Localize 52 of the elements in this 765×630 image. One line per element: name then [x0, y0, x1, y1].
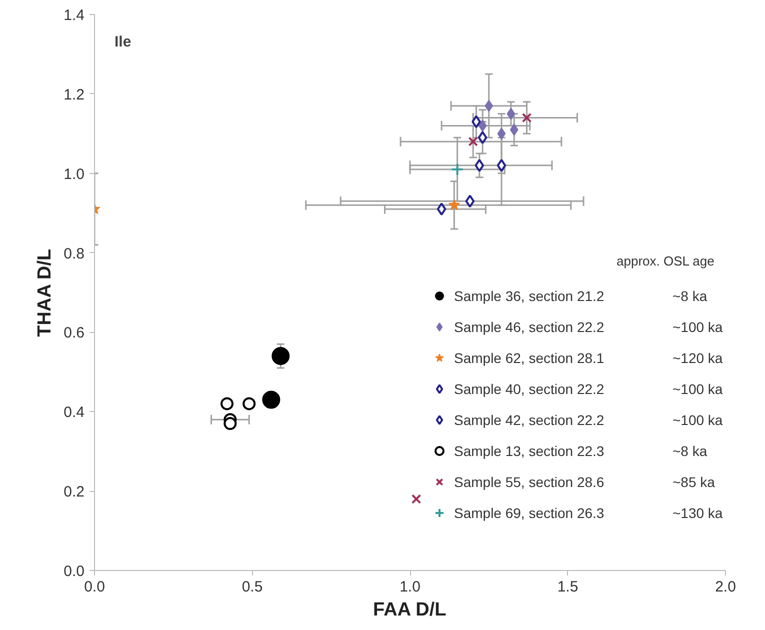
y-tick-label: 0.8	[64, 245, 85, 262]
y-tick-label: 0.4	[64, 404, 85, 422]
point	[436, 202, 446, 216]
annotation: ~100 ka	[672, 381, 723, 397]
legend-label: Sample 40, section 22.2	[454, 380, 604, 399]
point	[510, 124, 518, 136]
point	[242, 397, 256, 410]
point	[522, 112, 532, 123]
x-tick-label: 1.5	[557, 578, 578, 596]
legend-label: Sample 13, section 22.3	[454, 442, 604, 461]
annotation: ~100 ka	[672, 412, 723, 428]
point	[478, 131, 488, 144]
x-axis-title: FAA D/L	[373, 600, 447, 620]
x-tick-label: 1.0	[400, 578, 420, 596]
point	[465, 194, 475, 208]
y-tick-label: 0.6	[64, 324, 85, 342]
point	[220, 397, 234, 410]
annotation: ~100 ka	[672, 319, 723, 335]
legend-label: Sample 36, section 21.2	[454, 286, 604, 306]
x-tick-label: 0.5	[242, 578, 263, 596]
x-tick-label: 0.0	[84, 578, 105, 596]
legend-label: Sample 46, section 22.2	[454, 318, 604, 337]
point	[272, 347, 290, 366]
annotation: ~85 ka	[672, 474, 716, 490]
point	[484, 100, 494, 112]
text: Ile	[114, 34, 132, 50]
legend-label: Sample 69, section 26.3	[454, 504, 604, 523]
annotation: ~130 ka	[672, 505, 723, 521]
x-tick-label: 2.0	[715, 578, 736, 596]
y-tick-label: 1.0	[64, 166, 85, 183]
point	[411, 494, 422, 504]
point	[496, 158, 506, 172]
y-tick-label: 1.4	[64, 7, 85, 24]
y-tick-label: 1.2	[64, 86, 85, 104]
point	[468, 136, 478, 146]
y-tick-label: 0.2	[64, 484, 85, 501]
point	[224, 417, 237, 430]
point	[450, 162, 464, 176]
legend-label: Sample 55, section 28.6	[454, 472, 604, 492]
point	[497, 128, 506, 140]
legend-label: Sample 42, section 22.2	[454, 410, 604, 430]
y-axis-title: THAA D/L	[34, 248, 56, 337]
point	[474, 158, 484, 172]
point	[262, 390, 280, 409]
y-tick-label: 0.0	[64, 563, 85, 580]
annotation: ~8 ka	[672, 443, 708, 459]
legend-label: Sample 62, section 28.1	[454, 348, 604, 368]
point	[478, 120, 487, 132]
annotation: ~120 ka	[672, 350, 723, 366]
legend-title: approx. OSL age	[616, 254, 714, 268]
annotation: ~8 ka	[672, 288, 708, 304]
point	[506, 108, 516, 120]
